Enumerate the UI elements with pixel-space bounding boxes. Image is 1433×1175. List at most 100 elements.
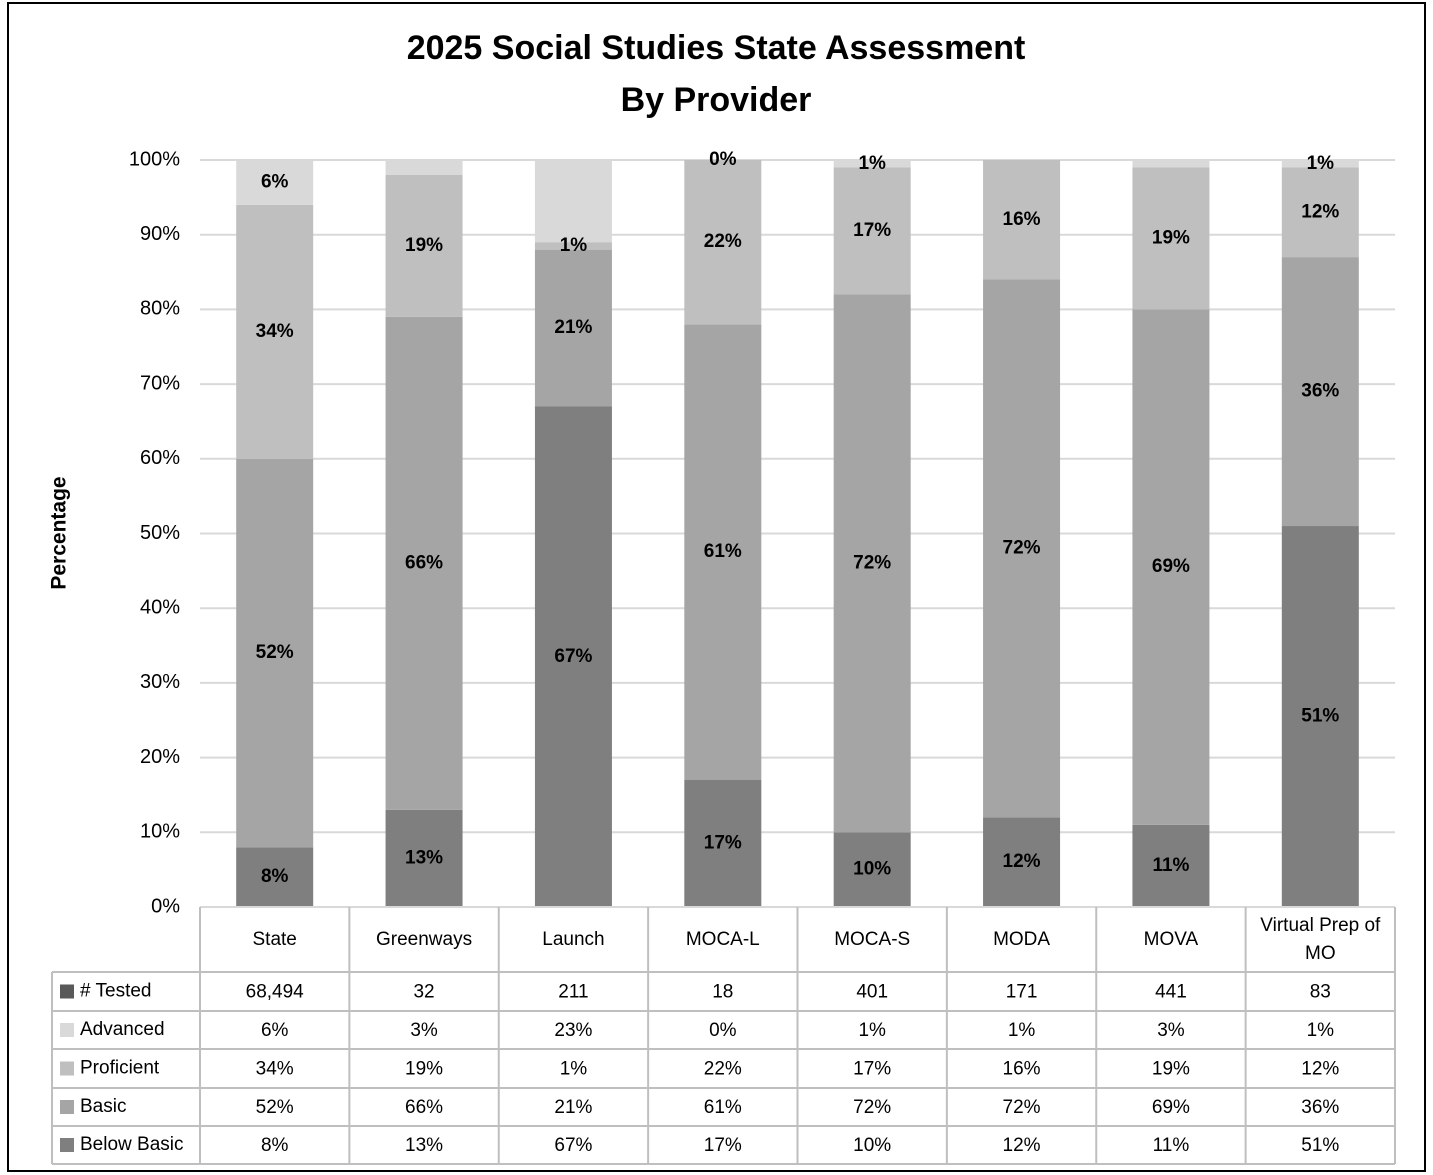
data-label: 34% <box>256 321 294 342</box>
bar-segment <box>1132 160 1210 168</box>
table-cell: 441 <box>1155 982 1187 1003</box>
table-cell: 12% <box>1003 1135 1041 1156</box>
bar-segment <box>833 167 911 295</box>
table-cell: 211 <box>558 982 588 1003</box>
data-label: 10% <box>853 859 891 880</box>
table-cell: 51% <box>1301 1135 1339 1156</box>
y-tick-label: 0% <box>151 895 180 917</box>
data-label: 1% <box>1307 153 1335 174</box>
bar-segment <box>684 324 762 781</box>
data-label: 17% <box>853 220 891 241</box>
table-cell: 10% <box>853 1135 891 1156</box>
table-cell: 0% <box>709 1020 737 1041</box>
data-label: 12% <box>1003 851 1041 872</box>
data-label: 1% <box>560 235 588 256</box>
category-label: Virtual Prep of MO <box>1260 914 1381 964</box>
legend-key <box>60 1061 74 1076</box>
table-cell: 3% <box>1157 1020 1185 1041</box>
table-cell: 23% <box>554 1020 592 1041</box>
table-cell: 68,494 <box>246 982 305 1003</box>
data-label: 17% <box>704 833 742 854</box>
bar-segment <box>983 817 1061 907</box>
bar-segment <box>385 160 463 175</box>
table-cell: 19% <box>1152 1059 1190 1080</box>
data-label: 22% <box>704 231 742 252</box>
bar-segment <box>833 294 911 833</box>
data-label: 1% <box>858 153 886 174</box>
bar-segment <box>385 809 463 907</box>
category-label: MOVA <box>1143 928 1199 950</box>
table-cell: 1% <box>858 1020 886 1041</box>
data-label: 66% <box>405 552 443 573</box>
bar-segment <box>684 780 762 907</box>
row-label: Advanced <box>80 1019 165 1040</box>
bar-segment <box>236 160 314 205</box>
bar-segment <box>236 204 314 459</box>
table-cell: 16% <box>1003 1059 1041 1080</box>
data-label: 61% <box>704 541 742 562</box>
bar-segment <box>1281 257 1359 527</box>
data-label: 36% <box>1301 381 1339 402</box>
y-tick-label: 80% <box>140 298 180 320</box>
table-header-cell: MOVA <box>1143 928 1199 950</box>
table-cell: 1% <box>1307 1020 1335 1041</box>
table-header-cell: Virtual Prep of MO <box>1260 914 1381 964</box>
data-label: 69% <box>1152 556 1190 577</box>
data-label: 72% <box>853 552 891 573</box>
table-cell: 83 <box>1310 982 1331 1003</box>
y-tick-label: 60% <box>140 447 180 469</box>
bar-segment <box>833 160 911 168</box>
table-cell: 401 <box>856 982 888 1003</box>
table-cell: 13% <box>405 1135 443 1156</box>
table-header-cell: Launch <box>542 929 604 950</box>
bar-segment <box>534 406 612 907</box>
data-label: 21% <box>554 317 592 338</box>
y-tick-label: 30% <box>140 671 180 693</box>
legend-key <box>60 1100 74 1114</box>
row-label: Below Basic <box>80 1134 184 1155</box>
category-label: MOCA-L <box>685 928 760 950</box>
row-label: Proficient <box>80 1058 160 1079</box>
table-cell: 66% <box>405 1097 443 1118</box>
bar-segment <box>1281 526 1359 907</box>
row-label: Basic <box>80 1096 126 1117</box>
data-label: 72% <box>1003 537 1041 558</box>
y-axis-title: Percentage <box>48 476 71 589</box>
y-tick-label: 50% <box>140 522 180 544</box>
bar-segment <box>833 832 911 907</box>
row-label: # Tested <box>80 981 151 1002</box>
table-cell: 1% <box>1008 1020 1036 1041</box>
category-label: Greenways <box>376 928 473 950</box>
chart-title: 2025 Social Studies State Assessment <box>407 29 1026 67</box>
table-cell: 6% <box>261 1020 289 1041</box>
table-cell: 19% <box>405 1059 443 1080</box>
table-cell: 22% <box>704 1059 742 1080</box>
data-label: 8% <box>261 866 289 887</box>
table-cell: 72% <box>1003 1097 1041 1118</box>
category-label: MODA <box>993 928 1051 950</box>
table-cell: 11% <box>1153 1135 1190 1156</box>
bar-segment <box>236 847 314 907</box>
data-label: 16% <box>1003 209 1041 230</box>
table-cell: 36% <box>1301 1097 1339 1118</box>
table-cell: 72% <box>853 1097 891 1118</box>
legend-key <box>60 1023 74 1037</box>
table-cell: 52% <box>256 1097 294 1118</box>
table-cell: 17% <box>704 1135 742 1156</box>
data-label: 6% <box>261 171 289 192</box>
bars <box>236 160 1359 907</box>
bar-segment <box>1281 160 1359 168</box>
y-tick-label: 90% <box>140 223 180 245</box>
bar-segment <box>1281 167 1359 258</box>
table-cell: 67% <box>554 1135 592 1156</box>
data-label: 19% <box>1152 227 1190 248</box>
category-label: State <box>252 928 297 950</box>
table-cell: 69% <box>1152 1097 1190 1118</box>
table-header-cell: MOCA-L <box>685 928 760 950</box>
bar-segment <box>983 160 1061 280</box>
table-cell: 34% <box>256 1059 294 1080</box>
legend-key <box>60 1138 74 1152</box>
table-header-cell: MOCA-S <box>834 929 910 950</box>
